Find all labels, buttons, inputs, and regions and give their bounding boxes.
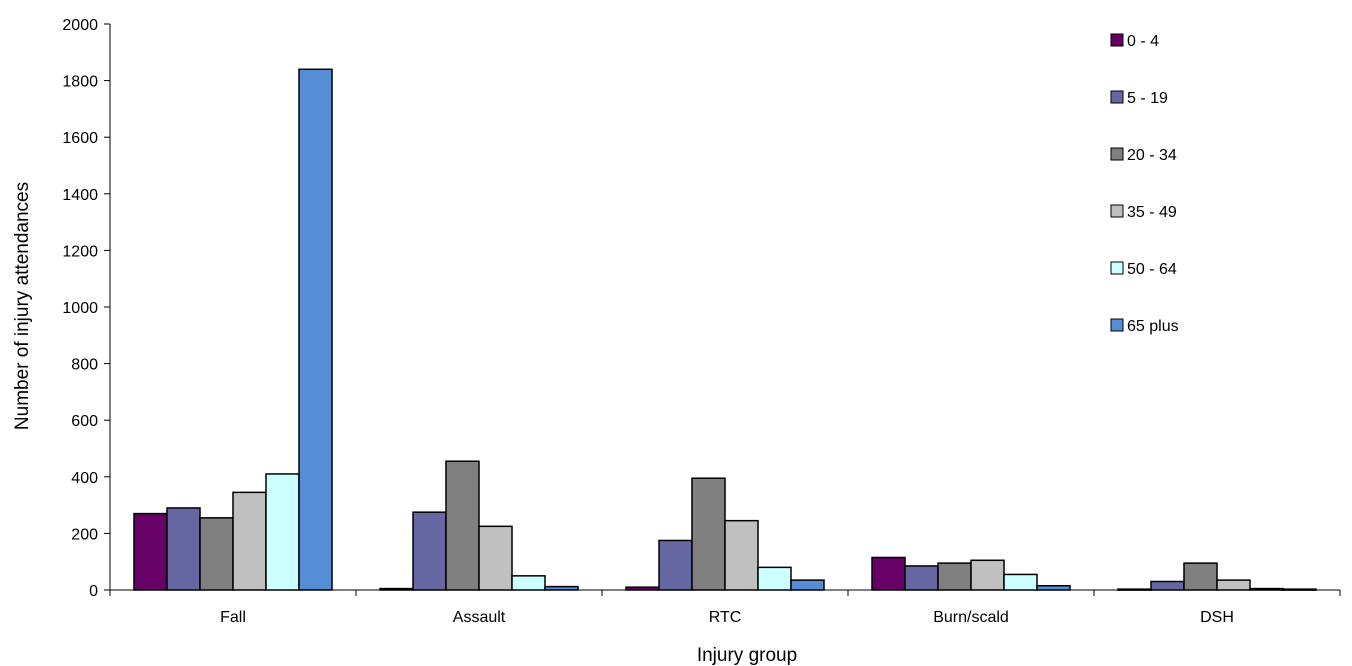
- y-tick-label: 2000: [62, 17, 98, 34]
- legend-swatch: [1110, 147, 1124, 161]
- bar: [937, 562, 972, 591]
- bar: [904, 565, 939, 591]
- legend: 0 - 4 5 - 19 20 - 34 35 - 49 50 - 64 65 plus: [1110, 33, 1179, 335]
- y-tick-label: 1000: [62, 300, 98, 317]
- x-tick-label: RTC: [709, 609, 742, 626]
- x-axis-title: Injury group: [697, 645, 797, 666]
- bar: [724, 519, 759, 591]
- bar: [871, 556, 906, 591]
- bar: [1003, 573, 1038, 591]
- y-tick-label: 800: [71, 357, 98, 374]
- legend-swatch: [1110, 33, 1124, 47]
- bar: [133, 512, 168, 591]
- y-tick-label: 1200: [62, 243, 98, 260]
- bar: [298, 68, 333, 591]
- bar: [757, 566, 792, 591]
- bar: [511, 575, 546, 591]
- legend-swatch: [1110, 261, 1124, 275]
- x-tick-label: DSH: [1200, 609, 1234, 626]
- legend-label: 20 - 34: [1127, 147, 1177, 164]
- bar: [790, 579, 825, 591]
- y-axis-title: Number of injury attendances: [12, 182, 33, 430]
- legend-label: 5 - 19: [1127, 90, 1168, 107]
- legend-label: 50 - 64: [1127, 261, 1177, 278]
- bar: [691, 477, 726, 591]
- bar: [1117, 588, 1152, 591]
- x-axis: Fall Assault RTC Burn/scald DSH: [109, 589, 1341, 626]
- legend-swatch: [1110, 90, 1124, 104]
- y-tick-label: 400: [71, 470, 98, 487]
- legend-label: 65 plus: [1127, 318, 1179, 335]
- legend-swatch: [1110, 318, 1124, 332]
- x-tick-label: Assault: [453, 609, 506, 626]
- y-tick-label: 0: [89, 583, 98, 600]
- bar: [1249, 587, 1284, 591]
- y-tick-label: 600: [71, 413, 98, 430]
- legend-swatch: [1110, 204, 1124, 218]
- bars: [133, 68, 1317, 591]
- legend-label: 35 - 49: [1127, 204, 1177, 221]
- bar: [1282, 588, 1317, 591]
- bar: [199, 517, 234, 591]
- bar: [166, 507, 201, 591]
- x-tick-label: Burn/scald: [933, 609, 1009, 626]
- bar: [1216, 579, 1251, 591]
- bar: [658, 539, 693, 591]
- bar: [232, 491, 267, 591]
- bar: [265, 473, 300, 591]
- bar: [1183, 562, 1218, 591]
- bar: [1150, 580, 1185, 591]
- bar: [379, 587, 414, 591]
- bar: [445, 460, 480, 591]
- bar: [544, 585, 579, 591]
- legend-label: 0 - 4: [1127, 33, 1159, 50]
- y-tick-label: 1800: [62, 74, 98, 91]
- bar: [625, 586, 660, 591]
- y-tick-label: 1600: [62, 130, 98, 147]
- bar: [412, 511, 447, 591]
- x-tick-label: Fall: [220, 609, 246, 626]
- y-tick-label: 1400: [62, 187, 98, 204]
- y-tick-label: 200: [71, 526, 98, 543]
- bar: [478, 525, 513, 591]
- bar: [970, 559, 1005, 591]
- y-axis: 0 200 400 600 800 1000 1200 1400 1600 1800 2000: [62, 17, 111, 600]
- bar: [1036, 585, 1071, 591]
